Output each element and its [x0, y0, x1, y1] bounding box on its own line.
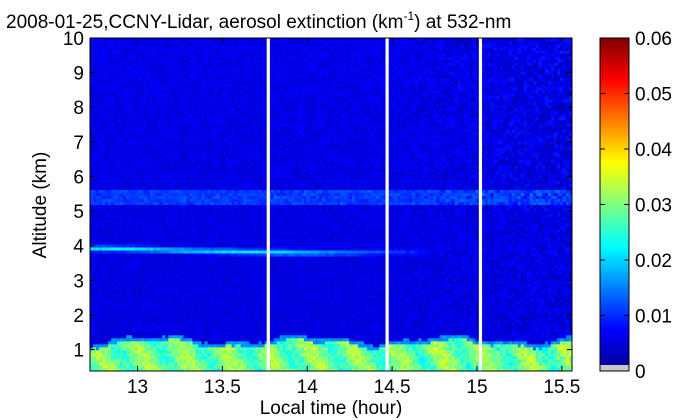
heatmap-cells: [90, 38, 573, 372]
plot-area: [90, 38, 573, 372]
title-superscript: -1: [403, 9, 414, 23]
title-tail: ) at 532-nm: [414, 12, 511, 33]
